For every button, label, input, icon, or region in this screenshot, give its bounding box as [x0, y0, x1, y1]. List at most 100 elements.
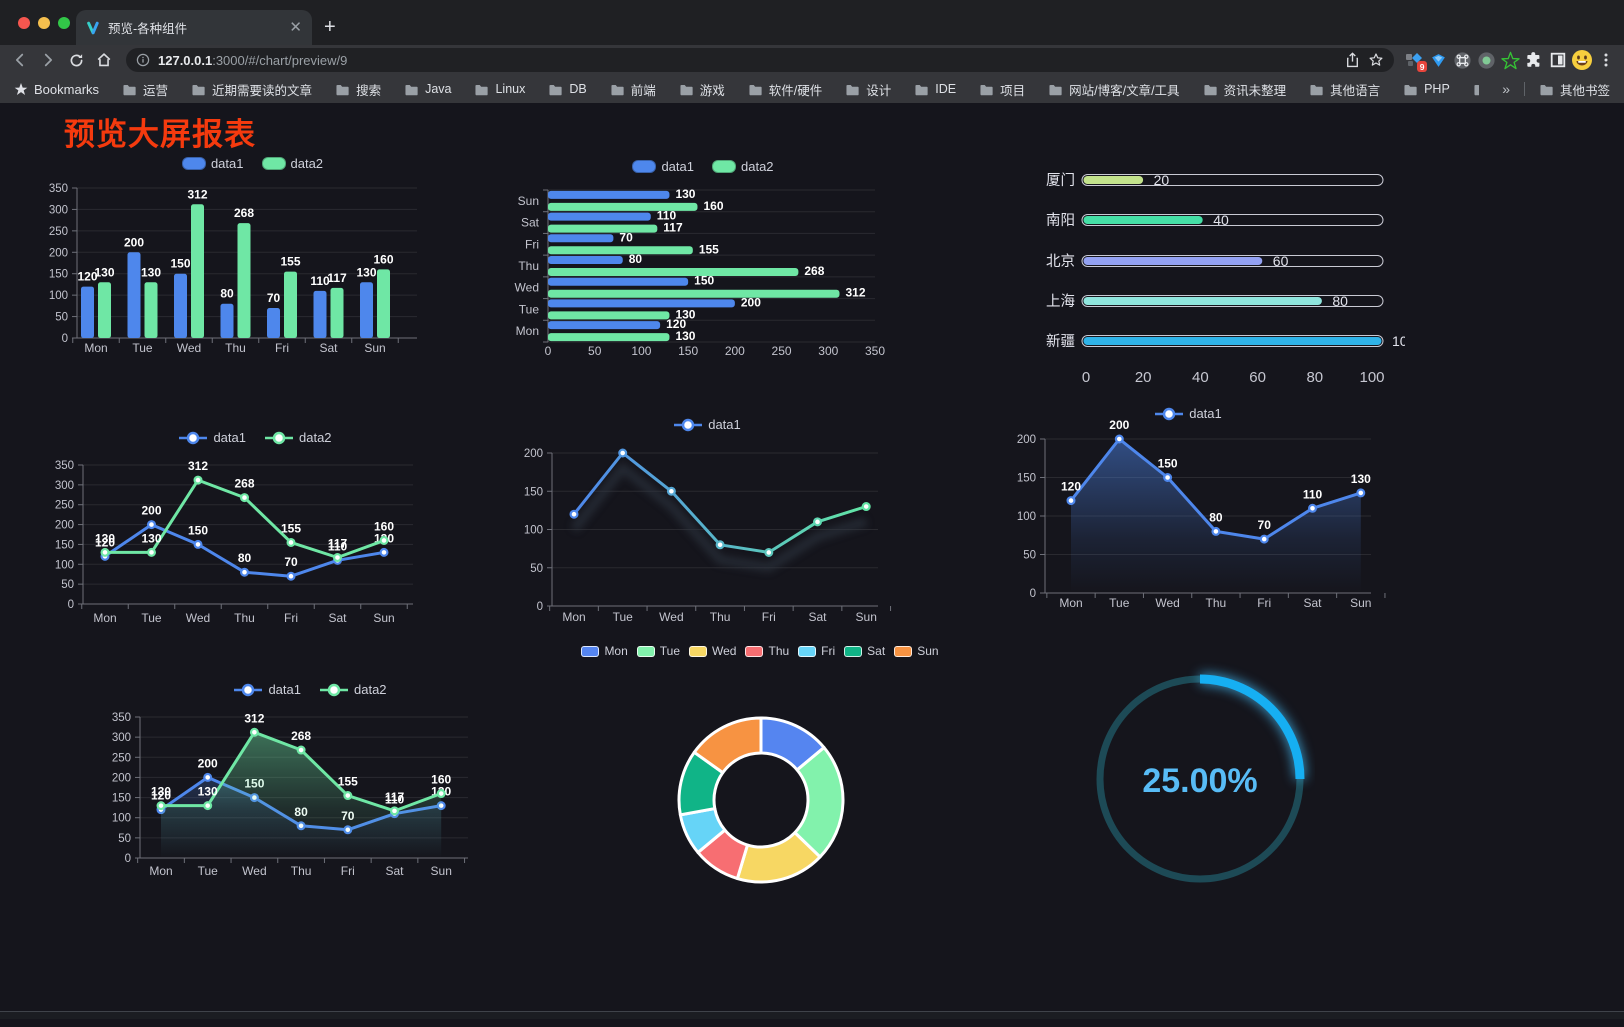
chart-canvas[interactable]: 25.00%: [1085, 660, 1315, 895]
legend-item[interactable]: Mon: [581, 644, 628, 658]
bookmark-folder[interactable]: 文件服务器: [1473, 80, 1480, 99]
chart-grouped-bar[interactable]: data1 data2 0 50 100 150 200 250 300 350 Mon Tue Wed…: [45, 150, 460, 365]
extensions-puzzle-icon[interactable]: [1522, 47, 1546, 73]
tab-close-icon[interactable]: ✕: [289, 19, 302, 36]
browser-menu-kebab-icon[interactable]: [1594, 47, 1618, 73]
svg-text:110: 110: [657, 209, 677, 223]
chart-canvas[interactable]: [560, 638, 960, 890]
minimize-window-button[interactable]: [38, 17, 50, 29]
legend-item[interactable]: data1: [673, 417, 741, 432]
bookmark-folder[interactable]: 软件/硬件: [748, 80, 822, 99]
legend-item[interactable]: Sun: [894, 644, 939, 658]
bookmark-folder[interactable]: IDE: [914, 82, 956, 96]
svg-text:200: 200: [1109, 418, 1129, 432]
svg-text:0: 0: [545, 344, 552, 358]
bookmark-folder[interactable]: 近期需要读的文章: [191, 80, 312, 99]
chart-city-progress-bars[interactable]: 厦门 20 南阳 40 北京 60 上海 80 新疆 100 0 20 40 60 80 100: [1005, 158, 1405, 390]
svg-text:Thu: Thu: [291, 864, 312, 878]
legend-item[interactable]: data2: [264, 430, 332, 445]
site-info-icon[interactable]: [136, 53, 150, 67]
profile-avatar[interactable]: [1570, 47, 1594, 73]
svg-text:20: 20: [1154, 172, 1170, 188]
legend-item[interactable]: data1: [233, 682, 301, 697]
back-button[interactable]: [6, 47, 34, 73]
svg-text:Mon: Mon: [149, 864, 172, 878]
browser-tab[interactable]: 预览-各种组件 ✕: [76, 10, 312, 45]
legend-item[interactable]: data1: [178, 430, 246, 445]
bookmarks-manager[interactable]: Bookmarks: [14, 82, 99, 97]
legend-item[interactable]: data2: [712, 159, 774, 174]
extension-star-icon[interactable]: [1498, 47, 1522, 73]
svg-text:200: 200: [1017, 434, 1036, 446]
window-controls[interactable]: [18, 17, 70, 29]
bookmarks-overflow-chevron[interactable]: »: [1502, 81, 1510, 97]
other-bookmarks-folder[interactable]: 其他书签: [1539, 80, 1610, 99]
bookmark-folder[interactable]: DB: [548, 82, 587, 96]
close-window-button[interactable]: [18, 17, 30, 29]
bookmark-folder[interactable]: 设计: [845, 80, 891, 99]
svg-text:80: 80: [1332, 293, 1348, 309]
bookmark-folder[interactable]: 前端: [610, 80, 656, 99]
chart-canvas[interactable]: 0 50 100 150 200 Mon Tue Wed Thu Fri Sat Sun: [508, 398, 906, 630]
chart-legend: data1 data2: [45, 156, 460, 171]
chart-two-line[interactable]: data1 data2 0 50 100 150 200 250 300 350 Mon Tue Wed…: [45, 425, 465, 637]
chart-ring-progress[interactable]: 25.00%: [1085, 660, 1315, 895]
zoom-window-button[interactable]: [58, 17, 70, 29]
bookmark-folder[interactable]: 项目: [979, 80, 1025, 99]
extension-gem-icon[interactable]: [1426, 47, 1450, 73]
bookmark-folder[interactable]: 搜索: [335, 80, 381, 99]
extension-command-icon[interactable]: [1450, 47, 1474, 73]
legend-item[interactable]: data2: [319, 682, 387, 697]
bookmark-folder[interactable]: PHP: [1403, 82, 1450, 96]
bookmark-folder[interactable]: 游戏: [679, 80, 725, 99]
svg-text:0: 0: [62, 333, 68, 345]
chart-gradient-line[interactable]: data1 0 50 100 150 200 Mon Tue Wed Thu Fri Sat Sun: [508, 398, 906, 630]
bookmark-folder[interactable]: 运营: [122, 80, 168, 99]
svg-text:250: 250: [772, 344, 792, 358]
chart-donut-pie[interactable]: Mon Tue Wed Thu Fri Sat Sun: [560, 638, 960, 890]
chart-horizontal-bar[interactable]: data1 data2 Sun 130 160 Sat 110 117 Fri 70 155 Thu 8…: [508, 155, 898, 367]
svg-text:100: 100: [49, 290, 68, 302]
legend-item[interactable]: data1: [181, 156, 244, 171]
bookmark-folder[interactable]: Linux: [474, 82, 525, 96]
legend-item[interactable]: Tue: [636, 644, 680, 658]
reload-button[interactable]: [62, 47, 90, 73]
forward-button[interactable]: [34, 47, 62, 73]
bookmark-folder[interactable]: 其他语言: [1309, 80, 1380, 99]
svg-text:300: 300: [818, 344, 838, 358]
bookmark-folder[interactable]: 资讯未整理: [1203, 80, 1286, 99]
chart-canvas[interactable]: 0 50 100 150 200 Mon Tue Wed Thu Fri Sat Sun 120 200 1…: [988, 390, 1388, 615]
svg-text:80: 80: [1209, 510, 1223, 524]
chart-two-area-line[interactable]: data1 data2 0 50 100 150 200 250 300 350 Mon Tue Wed…: [100, 675, 520, 887]
bookmark-folder[interactable]: 网站/博客/文章/工具: [1048, 80, 1180, 99]
address-bar[interactable]: 127.0.0.1:3000/#/chart/preview/9: [126, 48, 1394, 72]
bookmark-star-icon[interactable]: [1368, 52, 1384, 68]
extension-record-icon[interactable]: [1474, 47, 1498, 73]
chart-area-line[interactable]: data1 0 50 100 150 200 Mon Tue Wed Thu Fri Sat Sun 12…: [988, 390, 1388, 615]
legend-item[interactable]: Wed: [689, 644, 736, 658]
svg-text:Tue: Tue: [1109, 596, 1130, 610]
share-icon[interactable]: [1345, 52, 1360, 68]
extension-contrast-icon[interactable]: [1546, 47, 1570, 73]
legend-item[interactable]: data1: [632, 159, 694, 174]
svg-text:130: 130: [141, 531, 161, 545]
svg-text:155: 155: [699, 242, 719, 256]
legend-item[interactable]: Thu: [745, 644, 789, 658]
chart-canvas[interactable]: 厦门 20 南阳 40 北京 60 上海 80 新疆 100 0 20 40 60 80 100: [1005, 158, 1405, 390]
new-tab-button[interactable]: +: [324, 16, 336, 38]
url-text[interactable]: 127.0.0.1:3000/#/chart/preview/9: [158, 53, 1337, 68]
legend-item[interactable]: data2: [261, 156, 323, 171]
legend-item[interactable]: data1: [1154, 406, 1222, 421]
svg-text:100: 100: [1392, 333, 1405, 349]
legend-item[interactable]: Sat: [844, 644, 885, 658]
chart-canvas[interactable]: 0 50 100 150 200 250 300 350 Mon Tue Wed Thu Fri Sat S…: [100, 675, 520, 887]
svg-text:300: 300: [55, 480, 74, 492]
home-button[interactable]: [90, 47, 118, 73]
bookmark-folder[interactable]: Java: [404, 82, 451, 96]
chart-canvas[interactable]: 0 50 100 150 200 250 300 350 Mon Tue Wed Thu Fri Sat S…: [45, 425, 465, 637]
chart-canvas[interactable]: 0 50 100 150 200 250 300 350 Mon Tue Wed Thu Fri Sat S…: [45, 150, 460, 365]
legend-item[interactable]: Fri: [798, 644, 835, 658]
svg-text:70: 70: [267, 291, 281, 305]
extension-proxy-icon[interactable]: 9: [1402, 47, 1427, 73]
